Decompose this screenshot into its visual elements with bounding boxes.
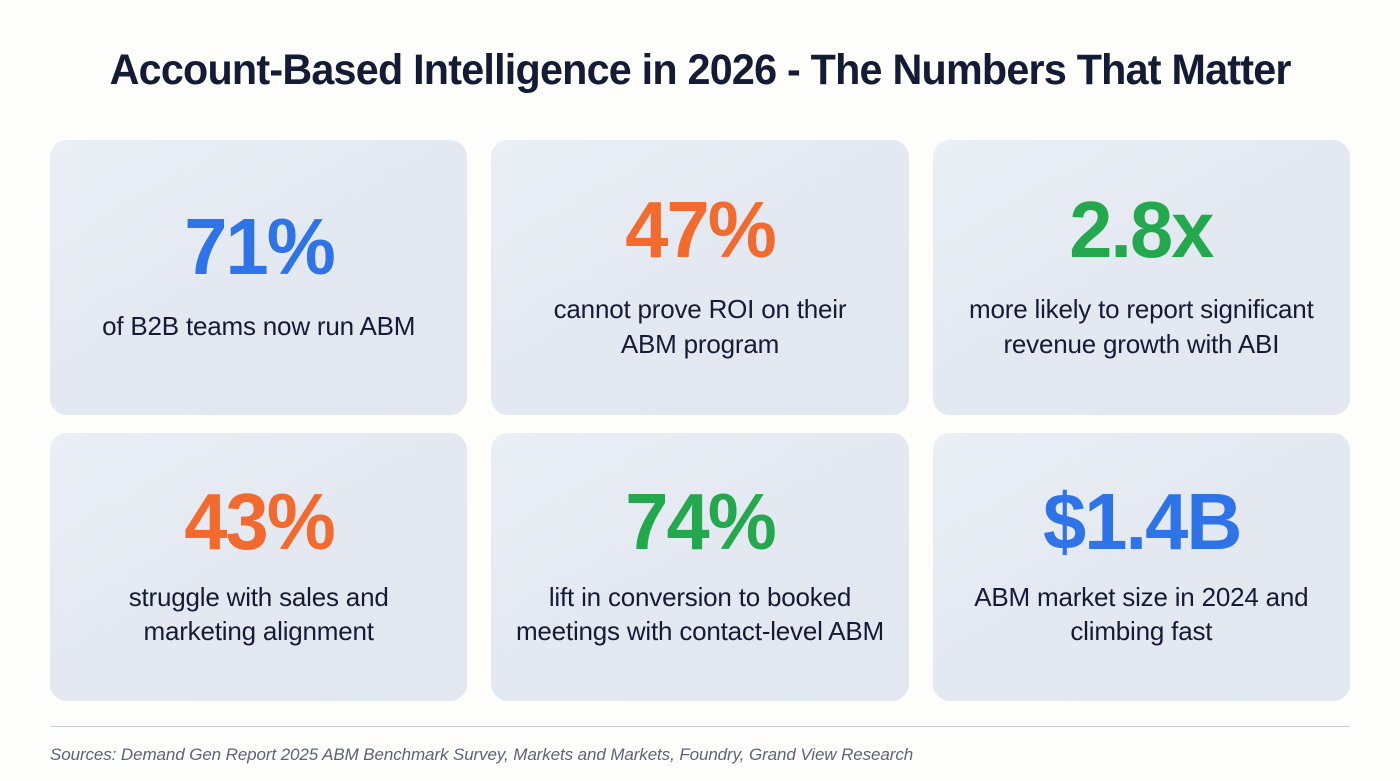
stat-label: of B2B teams now run ABM [102,311,416,342]
stat-card-1-4b: $1.4B ABM market size in 2024 and climbi… [932,433,1350,701]
title-container: Account-Based Intelligence in 2026 - The… [50,0,1350,140]
stat-card-47-percent: 47% cannot prove ROI on their ABM progra… [491,140,909,415]
stat-label: cannot prove ROI on their ABM program [553,294,847,359]
page-title: Account-Based Intelligence in 2026 - The… [109,45,1291,94]
stat-label: ABM market size in 2024 and climbing fas… [974,581,1309,646]
stat-card-74-percent: 74% lift in conversion to booked meeting… [491,433,909,701]
footer: Sources: Demand Gen Report 2025 ABM Benc… [50,726,1350,781]
stat-card-71-percent: 71% of B2B teams now run ABM [50,140,468,415]
stat-label: struggle with sales and marketing alignm… [128,581,389,646]
stat-card-2-8x: 2.8x more likely to report significant r… [932,140,1350,415]
stat-label: lift in conversion to booked meetings wi… [515,581,885,646]
stat-value: 74% [625,476,776,566]
footer-divider [50,726,1350,727]
stat-card-grid: 71% of B2B teams now run ABM 47% cannot … [50,140,1350,701]
stat-value: $1.4B [1042,476,1242,566]
stat-value: 71% [183,202,335,292]
stat-label: more likely to report significant revenu… [969,294,1314,359]
stat-value: 47% [625,185,776,275]
stat-card-43-percent: 43% struggle with sales and marketing al… [50,433,468,701]
stat-value: 43% [183,476,335,566]
stat-value: 2.8x [1069,185,1215,275]
sources-text: Sources: Demand Gen Report 2025 ABM Benc… [50,745,914,764]
